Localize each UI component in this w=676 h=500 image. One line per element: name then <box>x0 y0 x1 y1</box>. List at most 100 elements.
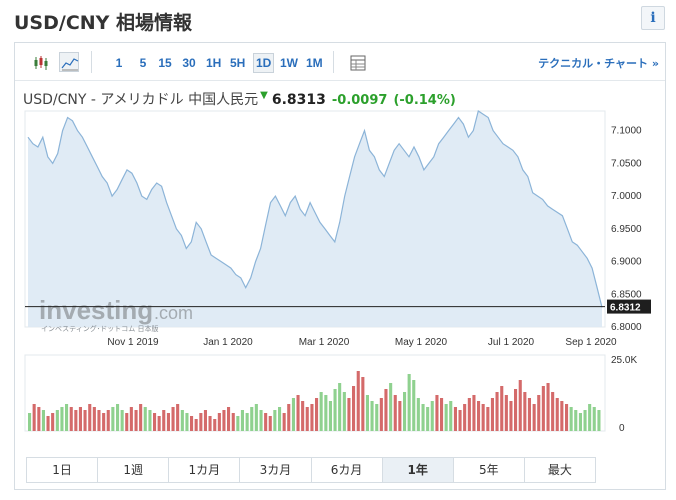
volume-bar <box>328 401 332 431</box>
watermark-suffix: .com <box>154 303 193 323</box>
range-tab-7[interactable]: 最大 <box>547 463 572 477</box>
period-1m[interactable]: 1M <box>306 56 323 70</box>
volume-bar <box>310 404 314 431</box>
volume-bar <box>416 398 420 431</box>
volume-bar <box>527 398 531 431</box>
volume-max-label: 25.0K <box>611 355 637 366</box>
volume-bar <box>495 392 499 431</box>
chart-widget: 1 5 15 30 1H 5H 1D 1W 1M テクニカル・チャート » USD/CNY - … <box>14 42 666 490</box>
volume-bar <box>120 410 124 431</box>
volume-bar <box>208 416 212 431</box>
volume-bar <box>129 407 133 431</box>
volume-bar <box>287 404 291 431</box>
volume-bar <box>504 395 508 431</box>
candlestick-icon[interactable] <box>31 52 51 72</box>
volume-bar <box>500 386 504 431</box>
volume-bar <box>203 410 207 431</box>
period-5h[interactable]: 5H <box>230 56 246 70</box>
volume-bar <box>194 419 198 431</box>
info-button[interactable]: i <box>641 6 665 30</box>
volume-bar <box>278 407 282 431</box>
volume-bar <box>398 401 402 431</box>
volume-bar <box>185 413 189 431</box>
page-title: USD/CNY 相場情報 <box>14 12 193 34</box>
volume-bar <box>171 407 175 431</box>
volume-bar <box>560 401 564 431</box>
volume-bar <box>231 413 235 431</box>
range-tab-4[interactable]: 6カ月 <box>312 458 383 482</box>
volume-bar <box>148 410 152 431</box>
period-15[interactable]: 15 <box>158 56 172 70</box>
watermark-sub: インベスティング･ドットコム 日本版 <box>41 324 158 333</box>
volume-bar <box>574 410 578 431</box>
period-1w[interactable]: 1W <box>280 56 298 70</box>
volume-bar <box>74 410 78 431</box>
volume-bar <box>458 410 462 431</box>
y-tick-label: 6.8500 <box>611 289 642 300</box>
volume-bar <box>356 371 360 431</box>
volume-bar <box>435 395 439 431</box>
y-tick-label: 6.9000 <box>611 257 642 268</box>
period-1d[interactable]: 1D <box>253 53 275 73</box>
range-tab-3[interactable]: 3カ月 <box>240 458 312 482</box>
volume-bar <box>569 407 573 431</box>
volume-bar <box>514 389 518 431</box>
x-tick-label: Nov 1 2019 <box>107 337 159 348</box>
volume-bar <box>190 416 194 431</box>
volume-bar <box>444 404 448 431</box>
volume-bar <box>268 416 272 431</box>
price-chart[interactable]: 7.1000 7.0500 7.0000 6.9500 6.9000 6.8500 6.80… <box>15 105 665 455</box>
volume-bar <box>453 407 457 431</box>
volume-bar <box>51 413 55 431</box>
volume-bar <box>578 413 582 431</box>
volume-bar <box>518 380 522 431</box>
volume-bar <box>157 416 161 431</box>
toolbar-divider <box>91 51 92 73</box>
range-tab-0[interactable]: 1日 <box>27 458 99 482</box>
volume-bar <box>361 377 365 431</box>
period-1[interactable]: 1 <box>115 56 123 70</box>
range-tab-2[interactable]: 1カ月 <box>169 458 241 482</box>
range-tab-5[interactable]: 1年 <box>382 458 454 482</box>
volume-bar <box>46 416 50 431</box>
down-arrow-icon: ▼ <box>260 90 268 101</box>
volume-bar <box>430 401 434 431</box>
volume-bar <box>240 410 244 431</box>
volume-bar <box>296 395 300 431</box>
volume-bar <box>532 404 536 431</box>
volume-bar <box>379 398 383 431</box>
volume-bar <box>407 374 411 431</box>
volume-bar <box>393 395 397 431</box>
volume-bar <box>65 404 69 431</box>
volume-bar <box>403 392 407 431</box>
range-tab-1[interactable]: 1週 <box>98 458 170 482</box>
volume-bar <box>597 410 601 431</box>
x-tick-label: Sep 1 2020 <box>565 337 617 348</box>
volume-bar <box>477 401 481 431</box>
period-1h[interactable]: 1H <box>206 56 222 70</box>
last-price-badge <box>607 299 651 314</box>
volume-bar <box>55 410 59 431</box>
technical-chart-link[interactable]: テクニカル・チャート » <box>538 57 659 70</box>
y-tick-label: 6.8000 <box>611 322 642 333</box>
volume-bar <box>88 404 92 431</box>
volume-bar <box>69 407 73 431</box>
pair-name: USD/CNY - アメリカドル 中国人民元 <box>23 92 259 108</box>
range-tab-6[interactable]: 5年 <box>454 458 525 482</box>
volume-bar <box>440 398 444 431</box>
volume-bar <box>389 383 393 431</box>
area-chart-icon[interactable] <box>59 52 79 72</box>
volume-bar <box>565 404 569 431</box>
volume-bar <box>259 410 263 431</box>
table-view-icon[interactable] <box>347 52 367 72</box>
period-5[interactable]: 5 <box>139 56 147 70</box>
volume-bar <box>365 395 369 431</box>
volume-bar <box>305 407 309 431</box>
volume-bar <box>116 404 120 431</box>
period-30[interactable]: 30 <box>182 56 196 70</box>
volume-bar <box>338 383 342 431</box>
quote-line: USD/CNY - アメリカドル 中国人民元 ▼ 6.8313 -0.0097 (-0.… <box>23 89 456 109</box>
volume-bar <box>370 401 374 431</box>
chart-toolbar: 1 5 15 30 1H 5H 1D 1W 1M テクニカル・チャート » <box>15 43 665 81</box>
volume-bar <box>315 398 319 431</box>
